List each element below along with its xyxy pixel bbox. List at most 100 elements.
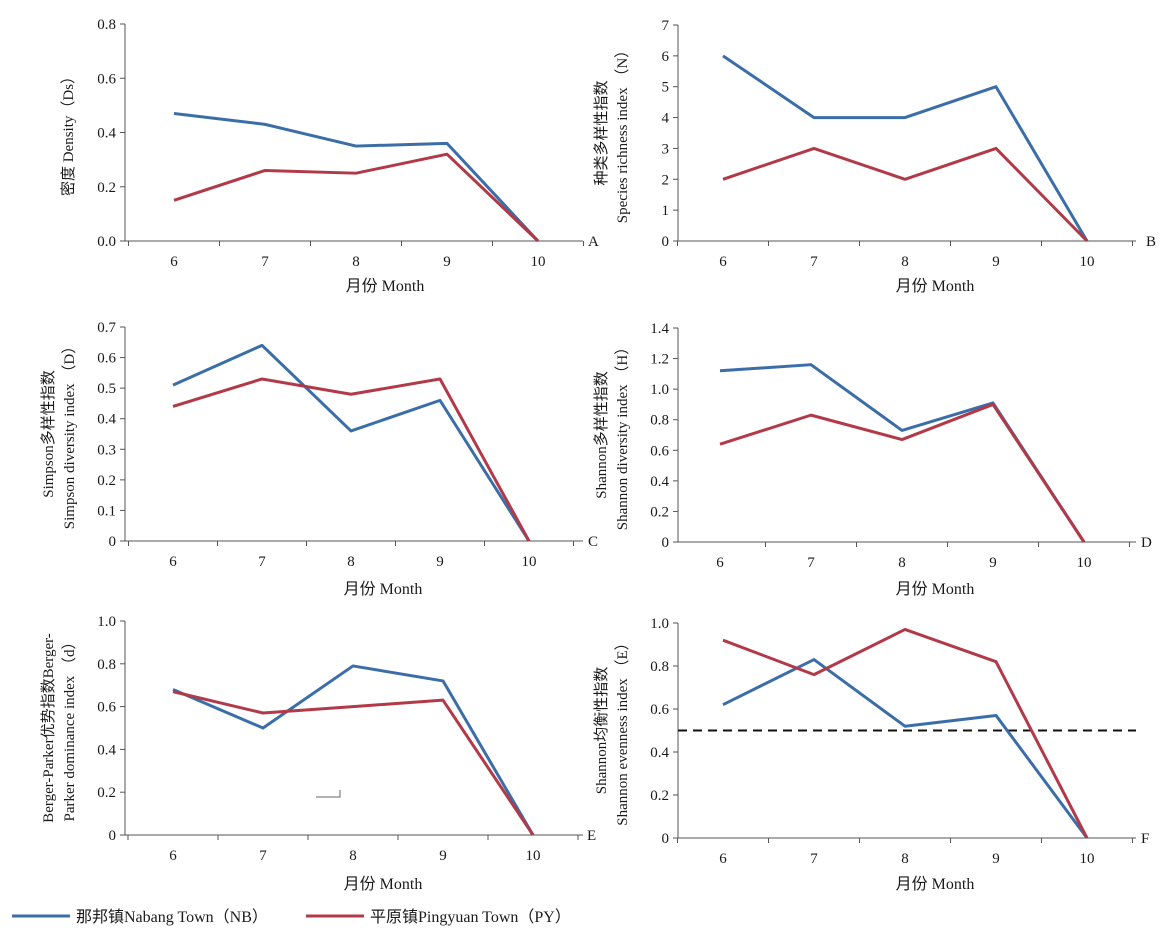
x-tick-label: 8 [352, 254, 360, 270]
y-tick-label: 0.5 [97, 381, 116, 397]
panel-letter: A [588, 234, 599, 250]
y-tick-label: 1.0 [650, 382, 669, 398]
x-tick-label: 7 [261, 254, 269, 270]
legend-entry: 平原镇Pingyuan Town（PY） [370, 908, 571, 926]
x-tick-label: 10 [1077, 555, 1092, 571]
y-tick-label: 1 [662, 203, 670, 219]
y-tick-label: 0.8 [97, 657, 116, 673]
y-tick-label: 0.2 [97, 785, 116, 801]
y-axis-label: Shannon evenness index （E） [614, 635, 631, 825]
x-axis-label: 月份 Month [346, 277, 425, 295]
y-tick-label: 0 [662, 831, 670, 847]
x-tick-label: 8 [898, 555, 906, 571]
y-tick-label: 0.2 [97, 473, 116, 489]
x-tick-label: 8 [349, 848, 357, 864]
x-axis-label: 月份 Month [344, 580, 423, 598]
y-tick-label: 1.4 [650, 321, 669, 337]
x-tick-label: 9 [992, 851, 1000, 867]
y-axis-label: 种类多样性指数 [593, 80, 610, 185]
x-tick-label: 7 [810, 851, 818, 867]
panel-letter: D [1141, 535, 1152, 551]
x-tick-label: 8 [901, 254, 909, 270]
y-tick-label: 0 [662, 535, 670, 551]
y-tick-label: 0.6 [97, 71, 116, 87]
y-tick-label: 0.3 [97, 442, 116, 458]
legend-entry: 那邦镇Nabang Town（NB） [76, 908, 268, 926]
y-tick-label: 0 [109, 828, 117, 844]
x-tick-label: 10 [1080, 851, 1095, 867]
y-tick-label: 5 [662, 80, 670, 96]
y-tick-label: 0.6 [97, 351, 116, 367]
x-axis-label: 月份 Month [896, 277, 975, 295]
series-line-nb [173, 112, 540, 243]
y-tick-label: 0.8 [97, 17, 116, 33]
y-tick-label: 0.8 [650, 659, 669, 675]
panel-letter: E [587, 828, 596, 844]
x-axis-label: 月份 Month [344, 875, 423, 893]
marker-bracket [316, 790, 341, 798]
x-tick-label: 10 [531, 254, 546, 270]
x-tick-label: 6 [716, 555, 724, 571]
x-tick-label: 6 [719, 254, 727, 270]
y-tick-label: 3 [662, 141, 670, 157]
y-tick-label: 4 [662, 111, 670, 127]
series-line-nb [719, 363, 1086, 543]
x-tick-label: 8 [901, 851, 909, 867]
series-line-py [173, 152, 540, 243]
x-axis-label: 月份 Month [896, 875, 975, 893]
y-axis-label: Shannon diversity index （H） [614, 340, 631, 530]
y-tick-label: 0 [662, 234, 670, 250]
series-line-nb [172, 343, 531, 542]
y-tick-label: 0.7 [97, 320, 116, 336]
y-tick-label: 1.0 [650, 616, 669, 632]
y-axis-label: Shannon均衡性指数 [593, 667, 610, 795]
chart-panel-a: 0.0 0.2 0.4 0.6 0.8 6 7 8 9 10 月份 Month 密度 Density（… [60, 17, 599, 295]
x-tick-label: 7 [807, 555, 815, 571]
panel-letter: C [588, 534, 598, 550]
y-tick-label: 0.6 [97, 700, 116, 716]
x-tick-label: 7 [258, 554, 266, 570]
x-tick-label: 7 [259, 848, 267, 864]
y-tick-label: 0.6 [650, 702, 669, 718]
y-axis-label: Berger-Parker优势指数Berger- [40, 633, 57, 823]
x-tick-label: 9 [439, 848, 447, 864]
x-tick-label: 10 [522, 554, 537, 570]
x-tick-label: 9 [992, 254, 1000, 270]
chart-panel-e: 0 0.2 0.4 0.6 0.8 1.0 6 7 8 9 10 月份 Month Berger-Par… [40, 614, 596, 893]
y-tick-label: 2 [662, 172, 670, 188]
x-tick-label: 6 [169, 848, 177, 864]
x-tick-label: 8 [347, 554, 355, 570]
x-tick-label: 6 [719, 851, 727, 867]
y-tick-label: 0.2 [650, 788, 669, 804]
x-axis-label: 月份 Month [896, 580, 975, 598]
y-tick-label: 0.1 [97, 503, 116, 519]
chart-panel-c: 0 0.1 0.2 0.3 0.4 0.5 0.6 0.7 6 7 8 9 10 月份 Month Simp… [40, 320, 598, 598]
y-axis-label: Simpson多样性指数 [40, 370, 57, 498]
y-tick-label: 0 [109, 534, 117, 550]
y-tick-label: 0.6 [650, 443, 669, 459]
y-axis-label: 密度 Density（Ds） [60, 69, 77, 196]
y-tick-label: 1.2 [650, 352, 669, 368]
y-tick-label: 0.4 [650, 474, 669, 490]
panel-letter: F [1141, 831, 1149, 847]
x-tick-label: 10 [526, 848, 541, 864]
y-tick-label: 0.4 [97, 126, 116, 142]
series-line-nb [172, 664, 535, 836]
series-line-py [172, 377, 531, 542]
y-tick-label: 1.0 [97, 614, 116, 630]
y-tick-label: 7 [662, 18, 670, 34]
y-axis-label: Simpson diversity index （D） [61, 339, 78, 529]
y-axis-label: Species richness index （N） [614, 43, 631, 223]
series-line-py [172, 690, 535, 836]
series-line-py [719, 402, 1086, 543]
chart-panel-d: 0 0.2 0.4 0.6 0.8 1.0 1.2 1.4 6 7 8 9 10 月份 Month Shan… [593, 321, 1152, 598]
y-tick-label: 0.4 [97, 412, 116, 428]
panel-letter: B [1146, 234, 1156, 250]
y-tick-label: 0.8 [650, 413, 669, 429]
y-axis-label: Parker dominance index （d） [61, 634, 78, 821]
x-tick-label: 7 [810, 254, 818, 270]
x-tick-label: 6 [170, 254, 178, 270]
series-line-py [722, 627, 1089, 839]
x-tick-label: 9 [436, 554, 444, 570]
